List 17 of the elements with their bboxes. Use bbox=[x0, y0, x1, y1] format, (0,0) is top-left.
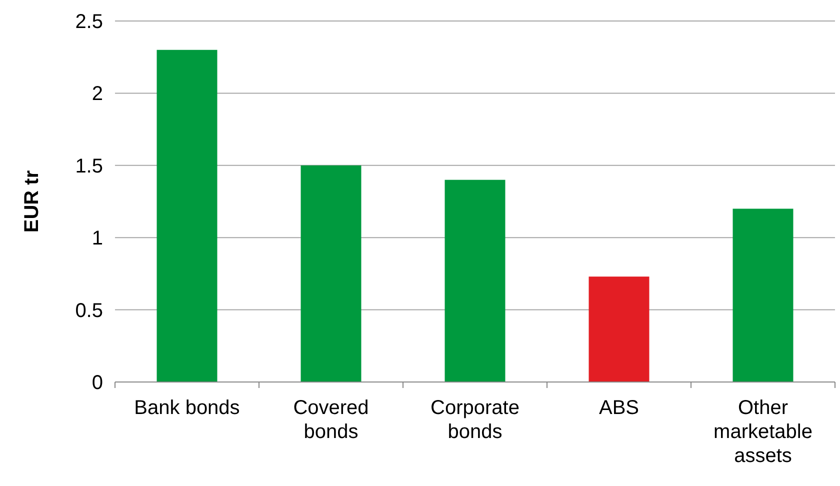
bar bbox=[444, 180, 506, 382]
bar bbox=[588, 276, 650, 382]
bar bbox=[732, 208, 794, 382]
y-axis-title: EUR tr bbox=[21, 170, 43, 233]
y-tick-label: 0.5 bbox=[75, 300, 103, 322]
bar bbox=[300, 165, 362, 382]
x-tick-label: Covered bonds bbox=[293, 397, 369, 443]
y-tick-label: 2.5 bbox=[75, 11, 103, 33]
x-tick-label: Corporate bonds bbox=[430, 397, 520, 443]
y-tick-label: 2 bbox=[92, 83, 103, 106]
x-tick-label: Bank bonds bbox=[134, 397, 240, 419]
x-tick-label: ABS bbox=[598, 397, 640, 419]
bar bbox=[156, 50, 218, 382]
y-tick-label: 1.5 bbox=[75, 155, 103, 178]
x-tick-label: Other marketable assets bbox=[714, 397, 812, 467]
y-tick-label: 0 bbox=[92, 372, 103, 394]
y-tick-label: 1 bbox=[92, 228, 103, 250]
